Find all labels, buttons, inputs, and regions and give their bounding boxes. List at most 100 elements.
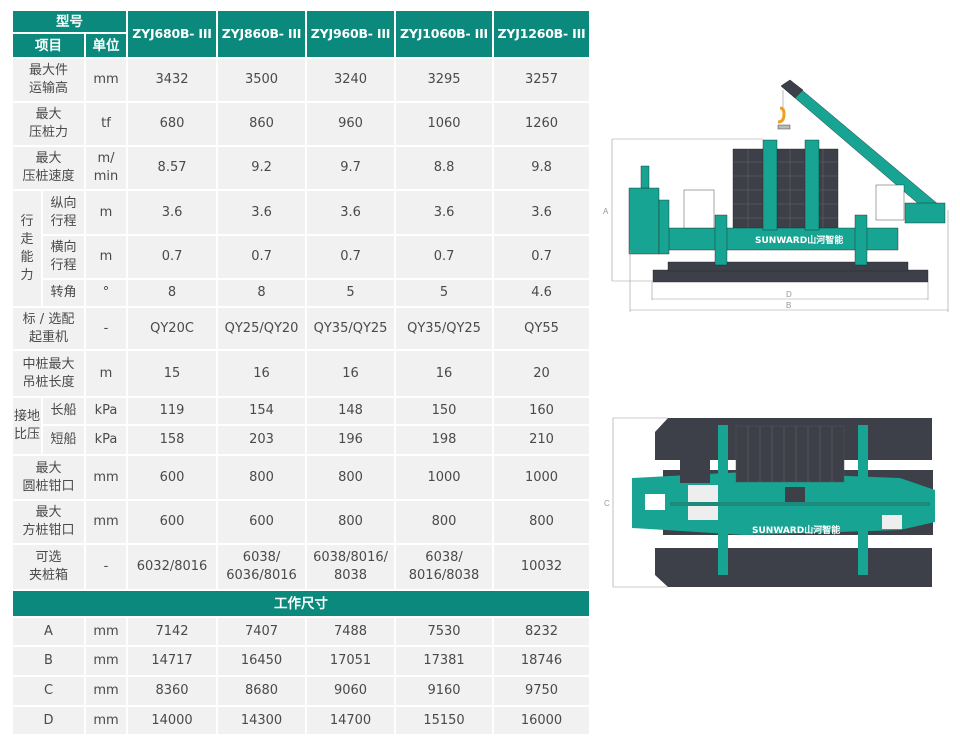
row-unit: mm [83, 705, 129, 736]
cell-value: 9.7 [305, 145, 397, 191]
cell-value: 14700 [305, 705, 397, 736]
cell-value: 210 [492, 424, 592, 456]
cell-value: 18746 [492, 645, 592, 677]
cell-value: 17051 [305, 645, 397, 677]
cell-value: 600 [126, 499, 219, 545]
row-unit: mm [83, 454, 129, 501]
cell-value: 15 [126, 349, 219, 398]
row-unit: mm [83, 499, 129, 545]
cell-value: 0.7 [492, 234, 592, 280]
cell-value: 8 [126, 278, 219, 308]
cell-value: 8232 [492, 616, 592, 647]
row-label: 短船 [41, 424, 86, 456]
cell-value: 8.8 [394, 145, 495, 191]
section-title-working-dimensions: 工作尺寸 [10, 589, 592, 618]
row-label: 横向 行程 [41, 234, 86, 280]
cell-value: 8 [216, 278, 308, 308]
row-unit: kPa [83, 396, 129, 426]
cell-value: QY35/QY25 [394, 306, 495, 351]
row-label: 长船 [41, 396, 86, 426]
top-dimension-lines: C [604, 417, 668, 588]
row-label: 可选 夹桩箱 [11, 543, 86, 591]
cell-value: 600 [216, 499, 308, 545]
group-label: 行 走 能 力 [11, 189, 43, 308]
row-unit: m [83, 189, 129, 236]
table-row: 短船 kPa 158 203 196 198 210 [12, 424, 592, 456]
row-label: 最大 压桩力 [11, 101, 86, 147]
row-label: 中桩最大 吊桩长度 [11, 349, 86, 398]
cell-value: 6038/ 8016/8038 [394, 543, 495, 591]
cell-value: 600 [126, 454, 219, 501]
row-unit: kPa [83, 424, 129, 456]
cell-value: 7407 [216, 616, 308, 647]
cell-value: 680 [126, 101, 219, 147]
side-dimension-lines: A D B [603, 138, 949, 312]
cell-value: 16450 [216, 645, 308, 677]
cell-value: QY35/QY25 [305, 306, 397, 351]
table-row: 接地 比压 长船 kPa 119 154 148 150 160 [11, 396, 592, 456]
model-header: 型号 [10, 9, 129, 34]
row-unit: m/ min [83, 145, 129, 191]
dimension-label: A [11, 616, 86, 647]
cell-value: 860 [216, 101, 308, 147]
cell-value: 3295 [394, 57, 495, 103]
cell-value: 800 [394, 499, 495, 545]
item-header: 项目 [11, 32, 86, 59]
table-row: 行 走 能 力纵向 行程 m 3.6 3.6 3.6 3.6 3.6 [11, 189, 592, 308]
model-name: ZYJ860B- III [216, 9, 308, 59]
cell-value: 1000 [394, 454, 495, 501]
model-name: ZYJ1060B- III [394, 9, 495, 59]
table-row: 项目 单位 [11, 32, 590, 59]
cell-value: 8.57 [126, 145, 219, 191]
cell-value: 960 [305, 101, 397, 147]
cell-value: 7488 [305, 616, 397, 647]
unit-header: 单位 [83, 32, 129, 59]
cell-value: 3.6 [216, 189, 308, 236]
cell-value: 5 [305, 278, 397, 308]
side-view-drawing: SUNWARD山河智能 [628, 79, 946, 283]
table-row: 最大 压桩力 tf 680 860 960 1060 1260 [11, 101, 592, 147]
cell-value: 158 [126, 424, 219, 456]
cell-value: 3.6 [126, 189, 219, 236]
dim-label-c: C [604, 499, 610, 508]
row-unit: - [83, 306, 129, 351]
cell-value: 0.7 [305, 234, 397, 280]
table-row: 可选 夹桩箱 -6032/8016 6038/ 6036/8016 6038/8016… [11, 543, 592, 591]
table-row: 中桩最大 吊桩长度 m 15 16 16 16 20 [11, 349, 592, 398]
cell-value: 3257 [492, 57, 592, 103]
table-row: 最大 方桩钳口 mm 600 600 800 800 800 [11, 499, 592, 545]
cell-value: 0.7 [216, 234, 308, 280]
row-unit: mm [83, 675, 129, 707]
cell-value: 0.7 [126, 234, 219, 280]
top-view-drawing: SUNWARD山河智能 [632, 418, 935, 587]
cell-value: 7142 [126, 616, 219, 647]
cell-value: 196 [305, 424, 397, 456]
row-label: 最大 压桩速度 [11, 145, 86, 191]
cell-value: 14717 [126, 645, 219, 677]
row-unit: ° [83, 278, 129, 308]
cell-value: QY25/QY20 [216, 306, 308, 351]
cell-value: 6038/ 6036/8016 [216, 543, 308, 591]
cell-value: 9160 [394, 675, 495, 707]
cell-value: 14300 [216, 705, 308, 736]
cell-value: 9750 [492, 675, 592, 707]
cell-value: 16 [305, 349, 397, 398]
cell-value: 20 [492, 349, 592, 398]
brand-logo: SUNWARD山河智能 [755, 234, 843, 246]
table-row: 标 / 选配 起重机 - QY20C QY25/QY20 QY35/QY25 QY35/Q… [11, 306, 592, 351]
cell-value: 800 [216, 454, 308, 501]
cell-value: 6032/8016 [126, 543, 219, 591]
cell-value: 3.6 [492, 189, 592, 236]
row-unit: m [83, 349, 129, 398]
dimension-label: B [11, 645, 86, 677]
cell-value: QY20C [126, 306, 219, 351]
dim-label-a: A [603, 207, 609, 216]
row-label: 最大 方桩钳口 [11, 499, 86, 545]
cell-value: 1260 [492, 101, 592, 147]
cell-value: 9060 [305, 675, 397, 707]
row-unit: mm [83, 57, 129, 103]
cell-value: 3240 [305, 57, 397, 103]
cell-value: 7530 [394, 616, 495, 647]
row-unit: mm [83, 645, 129, 677]
